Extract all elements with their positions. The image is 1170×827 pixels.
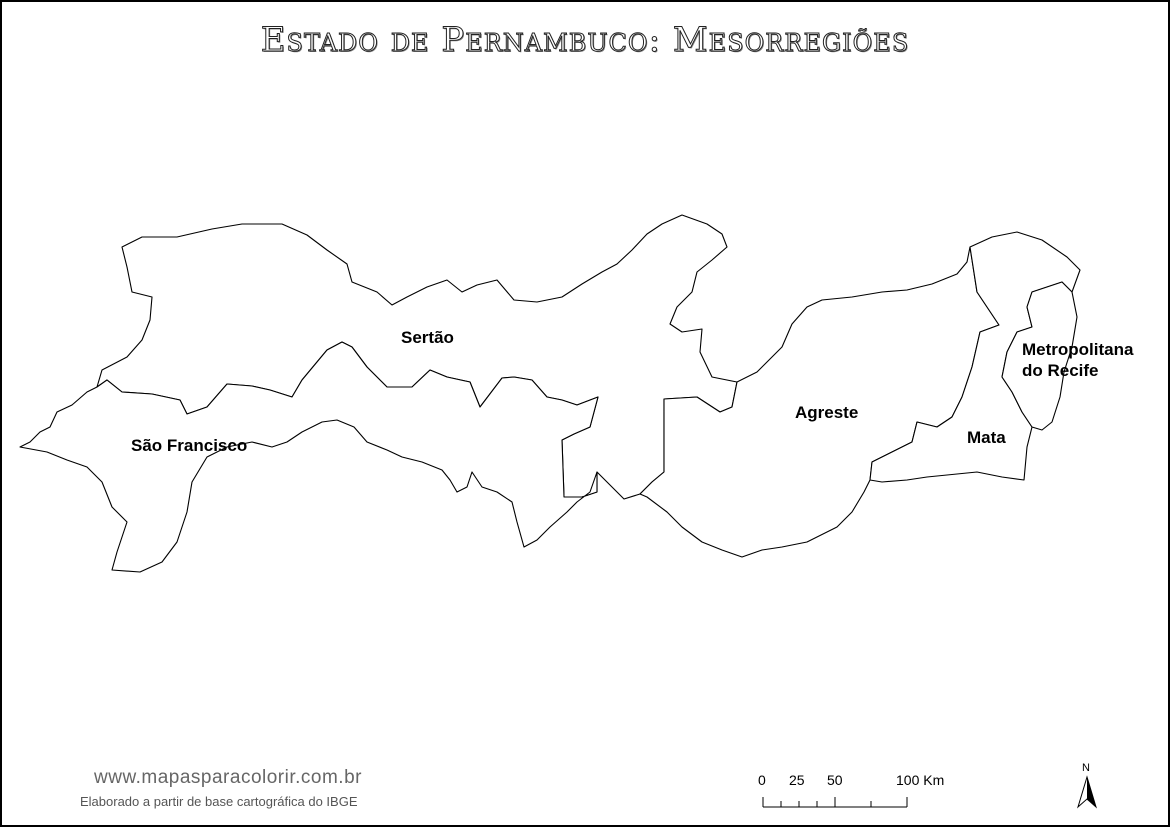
label-metropolitana-line1: Metropolitana bbox=[1022, 340, 1134, 359]
region-metropolitana-recife bbox=[1001, 281, 1078, 431]
label-mata: Mata bbox=[967, 428, 1006, 447]
scale-label-50: 50 bbox=[827, 772, 843, 788]
north-letter: N bbox=[1082, 762, 1090, 774]
scale-label-0: 0 bbox=[758, 772, 766, 788]
scale-bar bbox=[762, 797, 908, 808]
scale-label-25: 25 bbox=[789, 772, 805, 788]
credit-text: Elaborado a partir de base cartográfica … bbox=[80, 794, 358, 809]
site-url-text: www.mapasparacolorir.com.br bbox=[94, 767, 362, 788]
scale-label-100km: 100 Km bbox=[896, 772, 945, 788]
label-metropolitana-line2: do Recife bbox=[1022, 361, 1099, 380]
map-title: Estado de Pernambuco: Mesorregiões bbox=[260, 20, 910, 61]
label-sertao: Sertão bbox=[401, 328, 454, 347]
region-sao-francisco bbox=[19, 341, 599, 573]
label-sao-francisco: São Francisco bbox=[131, 436, 248, 455]
label-agreste: Agreste bbox=[795, 403, 859, 422]
north-arrow-icon bbox=[1077, 775, 1097, 809]
